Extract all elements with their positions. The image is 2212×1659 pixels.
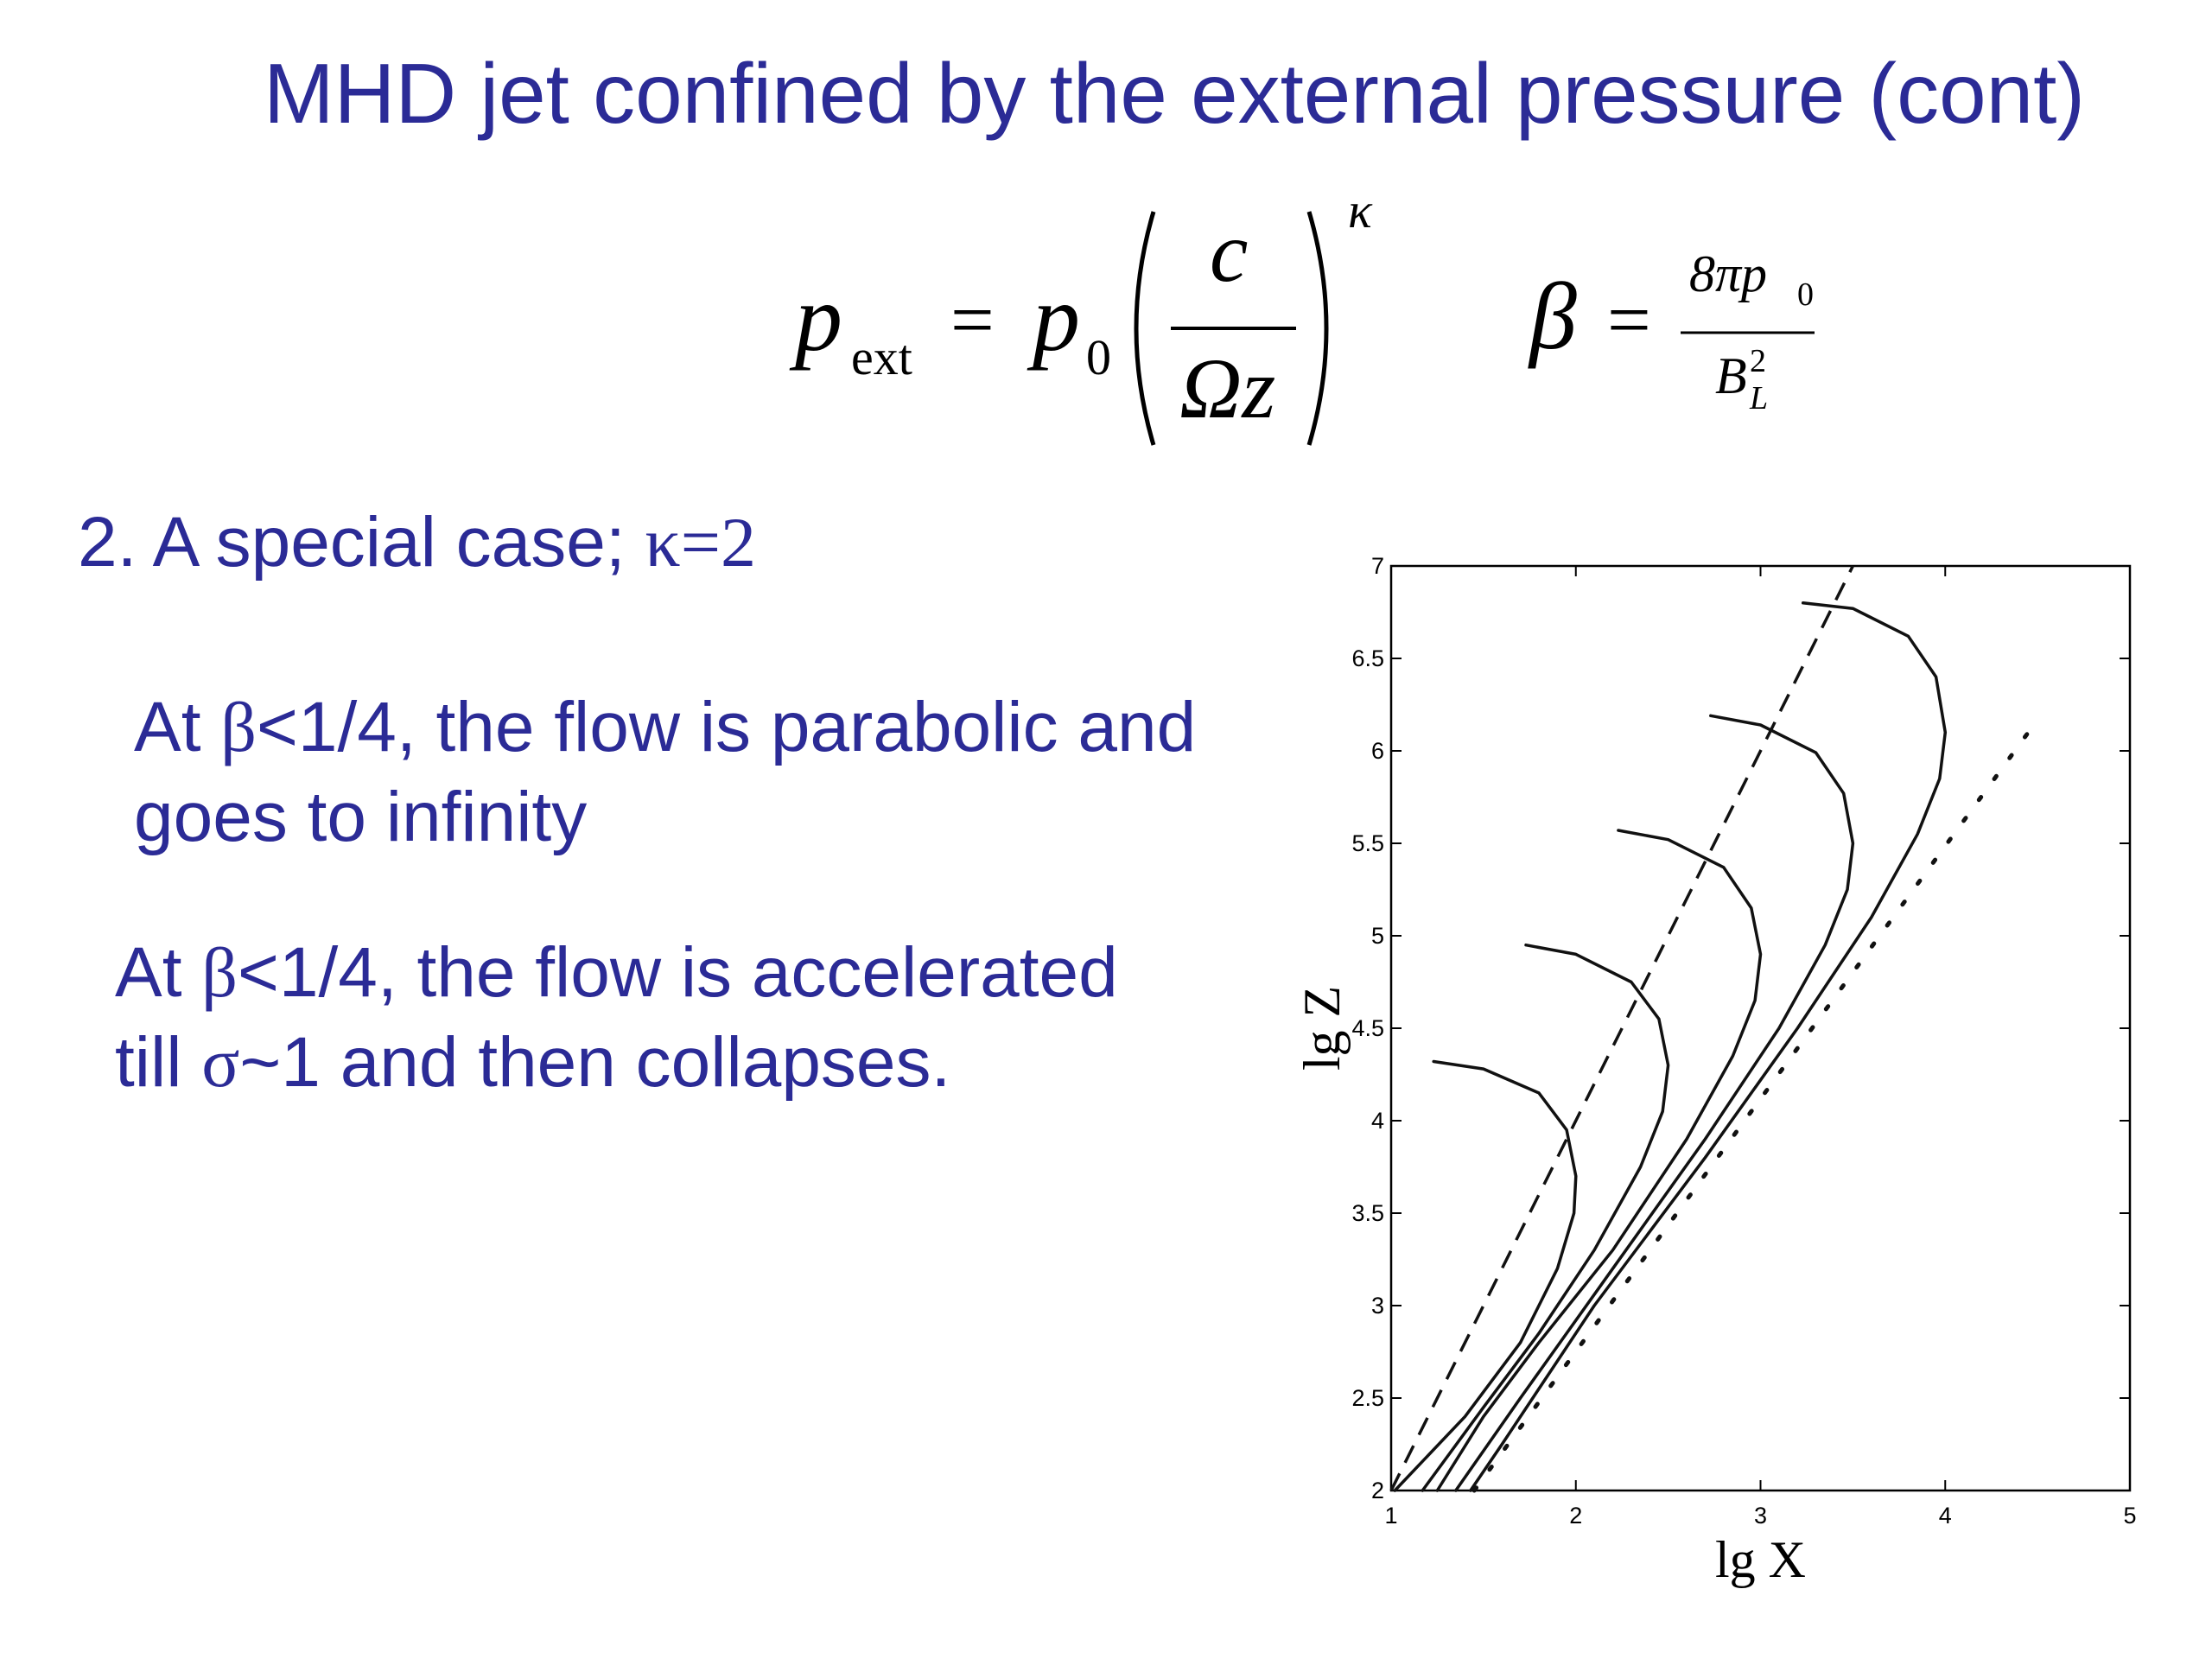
y-tick-label: 4.5 bbox=[1351, 1015, 1384, 1041]
y-tick-label: 2.5 bbox=[1351, 1385, 1384, 1411]
p1-beta: β bbox=[220, 688, 257, 766]
formula-right-paren bbox=[1306, 211, 1329, 446]
pressure-formula: p ext = p 0 c Ωz κ β = 8πp 0 B 2 L bbox=[789, 186, 1815, 446]
formula-den: B bbox=[1715, 347, 1747, 404]
formula-num-sub: 0 bbox=[1797, 276, 1814, 313]
y-tick-label: 3.5 bbox=[1351, 1200, 1384, 1226]
case-kappa: κ=2 bbox=[645, 503, 756, 582]
y-tick-label: 3 bbox=[1371, 1293, 1384, 1319]
series-line-1 bbox=[1393, 1059, 1578, 1492]
page-title: MHD jet confined by the external pressur… bbox=[264, 46, 2085, 141]
formula-eq: = bbox=[950, 277, 995, 363]
p2-rest: <1/4, the flow is accelerated bbox=[238, 933, 1118, 1012]
special-case-heading: 2. A special case; κ=2 bbox=[78, 499, 756, 586]
y-tick-label: 5 bbox=[1371, 923, 1384, 949]
series-line-7 bbox=[1471, 730, 2031, 1493]
formula-left-paren bbox=[1134, 211, 1156, 446]
x-axis-label: lg X bbox=[1715, 1531, 1806, 1588]
paragraph-parabolic: At β<1/4, the flow is parabolic and goes… bbox=[134, 683, 1196, 862]
x-tick-label: 3 bbox=[1754, 1503, 1767, 1529]
paragraph1-line1: At β<1/4, the flow is parabolic and bbox=[134, 683, 1196, 772]
formula-den-sup: 2 bbox=[1750, 343, 1766, 379]
x-tick-label: 5 bbox=[2123, 1503, 2136, 1529]
series-line-6 bbox=[1389, 565, 1854, 1491]
paragraph2-line1: At β<1/4, the flow is accelerated bbox=[115, 928, 1118, 1018]
x-tick-label: 1 bbox=[1384, 1503, 1397, 1529]
y-axis-label: lg Z bbox=[1294, 986, 1351, 1071]
series-line-5 bbox=[1469, 601, 1948, 1492]
y-tick-label: 6 bbox=[1371, 738, 1384, 764]
x-tick-label: 4 bbox=[1939, 1503, 1952, 1529]
paragraph1-line2: goes to infinity bbox=[134, 778, 588, 856]
x-tick-label: 2 bbox=[1569, 1503, 1582, 1529]
formula-num: 8πp bbox=[1689, 245, 1767, 302]
paragraph-collapse: At β<1/4, the flow is accelerated till σ… bbox=[115, 928, 1118, 1108]
p2-beta: β bbox=[201, 933, 238, 1012]
formula-beta: β bbox=[1528, 264, 1577, 369]
formula-kappa: κ bbox=[1348, 186, 1373, 238]
formula-c: c bbox=[1210, 204, 1248, 300]
formula-p0-sub: 0 bbox=[1086, 329, 1111, 385]
series-line-3 bbox=[1435, 829, 1763, 1492]
y-tick-label: 4 bbox=[1371, 1108, 1384, 1134]
p1-rest: <1/4, the flow is parabolic and bbox=[257, 688, 1197, 766]
formula-p0: p bbox=[1027, 265, 1080, 371]
p2-sigma: σ bbox=[201, 1023, 240, 1102]
paragraph2-line2: till σ~1 and then collapses. bbox=[115, 1018, 1118, 1108]
y-tick-label: 6.5 bbox=[1351, 645, 1384, 671]
formula-ext: ext bbox=[851, 329, 912, 385]
plot-frame bbox=[1389, 564, 2132, 1492]
case-label: 2. A special case; bbox=[78, 503, 645, 582]
p2-line2-rest: ~1 and then collapses. bbox=[239, 1023, 951, 1102]
series-line-2 bbox=[1421, 943, 1670, 1492]
series-line-4 bbox=[1454, 714, 1855, 1492]
formula-p: p bbox=[789, 265, 842, 371]
formula-omega-z: Ωz bbox=[1179, 340, 1275, 436]
p2-line2-prefix: till bbox=[115, 1023, 202, 1102]
y-tick-label: 7 bbox=[1371, 553, 1384, 579]
formula-eq2: = bbox=[1607, 277, 1651, 363]
p2-prefix: At bbox=[115, 933, 202, 1012]
y-tick-label: 5.5 bbox=[1351, 830, 1384, 856]
p1-prefix: At bbox=[134, 688, 221, 766]
formula-den-sub: L bbox=[1749, 380, 1768, 416]
y-tick-label: 2 bbox=[1371, 1478, 1384, 1503]
